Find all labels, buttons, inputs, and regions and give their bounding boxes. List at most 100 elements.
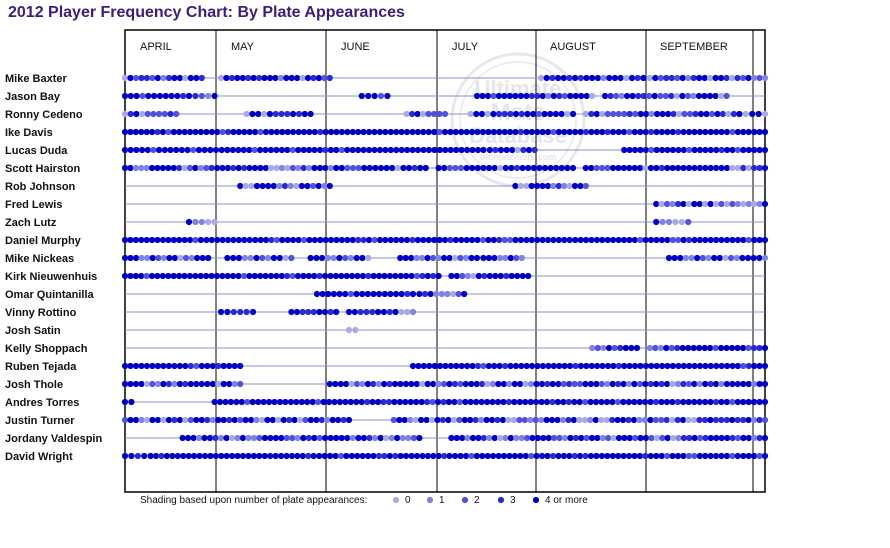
appearance-dot bbox=[304, 182, 311, 190]
appearance-dot bbox=[338, 146, 345, 154]
appearance-dot bbox=[270, 254, 277, 262]
appearance-dot bbox=[310, 308, 317, 316]
appearance-dot bbox=[571, 398, 578, 406]
appearance-dot bbox=[614, 398, 622, 406]
appearance-dot bbox=[503, 272, 510, 280]
appearance-dot bbox=[734, 380, 741, 388]
appearance-dot bbox=[405, 164, 413, 172]
appearance-dot bbox=[751, 380, 758, 388]
appearance-dot bbox=[707, 362, 714, 370]
appearance-dot bbox=[241, 128, 248, 136]
appearance-dot bbox=[652, 398, 660, 406]
appearance-dot bbox=[751, 164, 758, 172]
appearance-dot bbox=[186, 272, 193, 280]
appearance-dot bbox=[207, 452, 214, 460]
appearance-dot bbox=[527, 416, 534, 424]
appearance-dot bbox=[582, 110, 589, 118]
appearance-dot bbox=[600, 74, 607, 82]
appearance-dot bbox=[610, 434, 617, 442]
appearance-dot bbox=[192, 128, 199, 136]
appearance-dot bbox=[633, 344, 641, 352]
appearance-dot bbox=[138, 362, 145, 370]
appearance-dot bbox=[751, 200, 758, 208]
appearance-dot bbox=[402, 380, 410, 388]
legend-item: 1 bbox=[439, 495, 445, 506]
appearance-dot bbox=[192, 164, 199, 172]
appearance-dot bbox=[547, 110, 554, 118]
appearance-dot bbox=[486, 434, 493, 442]
appearance-dot bbox=[394, 164, 401, 172]
appearance-dot bbox=[156, 146, 163, 154]
appearance-dot bbox=[599, 362, 606, 370]
appearance-dot bbox=[409, 362, 417, 370]
appearance-dot bbox=[668, 92, 675, 100]
appearance-dot bbox=[514, 272, 521, 280]
appearance-dot bbox=[690, 74, 697, 82]
appearance-dot bbox=[127, 146, 134, 154]
appearance-dot bbox=[387, 146, 394, 154]
appearance-dot bbox=[127, 416, 134, 424]
appearance-dot bbox=[347, 290, 354, 298]
appearance-dot bbox=[286, 416, 293, 424]
appearance-dot bbox=[751, 236, 758, 244]
appearance-dot bbox=[615, 164, 622, 172]
appearance-dot bbox=[626, 128, 633, 136]
appearance-dot bbox=[397, 380, 404, 388]
appearance-dot bbox=[268, 236, 275, 244]
appearance-dot bbox=[294, 452, 301, 460]
appearance-dot bbox=[351, 308, 358, 316]
appearance-dot bbox=[253, 254, 260, 262]
appearance-dot bbox=[121, 128, 129, 136]
appearance-dot bbox=[631, 164, 638, 172]
appearance-dot bbox=[418, 416, 425, 424]
appearance-dot bbox=[497, 434, 504, 442]
appearance-dot bbox=[321, 452, 328, 460]
appearance-dot bbox=[543, 398, 551, 406]
appearance-dot bbox=[457, 254, 464, 262]
appearance-dot bbox=[273, 128, 280, 136]
appearance-dot bbox=[223, 452, 230, 460]
appearance-dot bbox=[201, 434, 208, 442]
appearance-dot bbox=[761, 128, 769, 136]
appearance-dot bbox=[713, 128, 720, 136]
appearance-dot bbox=[690, 92, 697, 100]
appearance-dot bbox=[230, 272, 237, 280]
appearance-dot bbox=[228, 434, 236, 442]
appearance-dot bbox=[425, 146, 432, 154]
appearance-dot bbox=[485, 236, 492, 244]
appearance-dot bbox=[745, 74, 752, 82]
appearance-dot bbox=[625, 416, 632, 424]
appearance-dot bbox=[712, 380, 720, 388]
appearance-dot bbox=[235, 272, 242, 280]
appearance-dot bbox=[550, 182, 557, 190]
appearance-dot bbox=[272, 434, 279, 442]
appearance-dot bbox=[127, 128, 134, 136]
appearance-dot bbox=[316, 164, 324, 172]
appearance-dot bbox=[637, 236, 644, 244]
appearance-dot bbox=[696, 452, 703, 460]
appearance-dot bbox=[215, 416, 222, 424]
appearance-dot bbox=[672, 218, 679, 226]
appearance-dot bbox=[680, 398, 687, 406]
appearance-dot bbox=[659, 434, 666, 442]
appearance-dot bbox=[489, 398, 496, 406]
appearance-dot bbox=[609, 380, 616, 388]
appearance-dot bbox=[491, 254, 498, 262]
appearance-dot bbox=[121, 380, 129, 388]
appearance-dot bbox=[192, 218, 199, 226]
appearance-dot bbox=[176, 236, 183, 244]
appearance-dot bbox=[375, 380, 382, 388]
appearance-dot bbox=[311, 164, 318, 172]
appearance-dot bbox=[507, 362, 514, 370]
appearance-dot bbox=[495, 92, 502, 100]
appearance-dot bbox=[729, 416, 736, 424]
appearance-dot bbox=[467, 110, 474, 118]
appearance-dot bbox=[279, 128, 286, 136]
appearance-dot bbox=[276, 254, 283, 262]
appearance-dot bbox=[624, 92, 631, 100]
appearance-dot bbox=[139, 110, 146, 118]
appearance-dot bbox=[481, 272, 488, 280]
appearance-dot bbox=[161, 146, 168, 154]
appearance-dot bbox=[133, 92, 140, 100]
appearance-dot bbox=[176, 380, 183, 388]
